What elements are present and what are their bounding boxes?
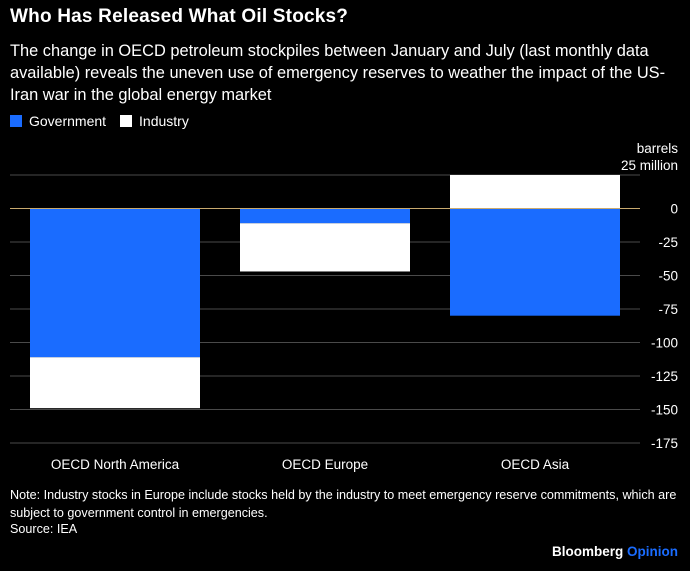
y-tick-label: -25 (658, 235, 678, 250)
legend-item-industry: Industry (120, 113, 189, 129)
source-line: Source: IEA (10, 522, 78, 536)
axis-unit-line1: barrels (636, 141, 678, 156)
x-tick-label: OECD North America (51, 457, 180, 472)
chart-subtitle: The change in OECD petroleum stockpiles … (10, 42, 666, 104)
y-tick-label: -150 (651, 403, 678, 418)
legend-item-government: Government (10, 113, 106, 129)
y-tick-label: -175 (651, 436, 678, 451)
x-tick-label: OECD Europe (282, 457, 368, 472)
y-tick-label: -125 (651, 369, 678, 384)
axis-unit-label: barrels 25 million (621, 140, 678, 174)
brand-name: Bloomberg (551, 544, 624, 559)
legend-swatch-government (10, 115, 22, 127)
legend: Government Industry (10, 113, 203, 129)
brand-suffix: Opinion (627, 544, 678, 559)
footnote: Note: Industry stocks in Europe include … (10, 488, 677, 520)
chart-title: Who Has Released What Oil Stocks? (10, 6, 349, 27)
brand-logo: Bloomberg Opinion (552, 544, 678, 559)
bar-industry-oecd-asia (450, 175, 620, 209)
x-tick-label: OECD Asia (501, 457, 570, 472)
bar-industry-oecd-europe (240, 223, 410, 272)
y-tick-label: -100 (651, 336, 678, 351)
legend-label-government: Government (29, 113, 107, 129)
y-tick-label: -50 (658, 269, 678, 284)
legend-label-industry: Industry (139, 113, 189, 129)
y-tick-label: 0 (670, 202, 678, 217)
bar-industry-oecd-north-america (30, 357, 200, 409)
legend-swatch-industry (120, 115, 133, 127)
bar-government-oecd-north-america (30, 208, 200, 358)
axis-unit-line2: 25 million (620, 158, 678, 173)
bar-government-oecd-europe (240, 208, 410, 224)
bar-government-oecd-asia (450, 208, 620, 316)
y-tick-label: -75 (658, 302, 678, 317)
